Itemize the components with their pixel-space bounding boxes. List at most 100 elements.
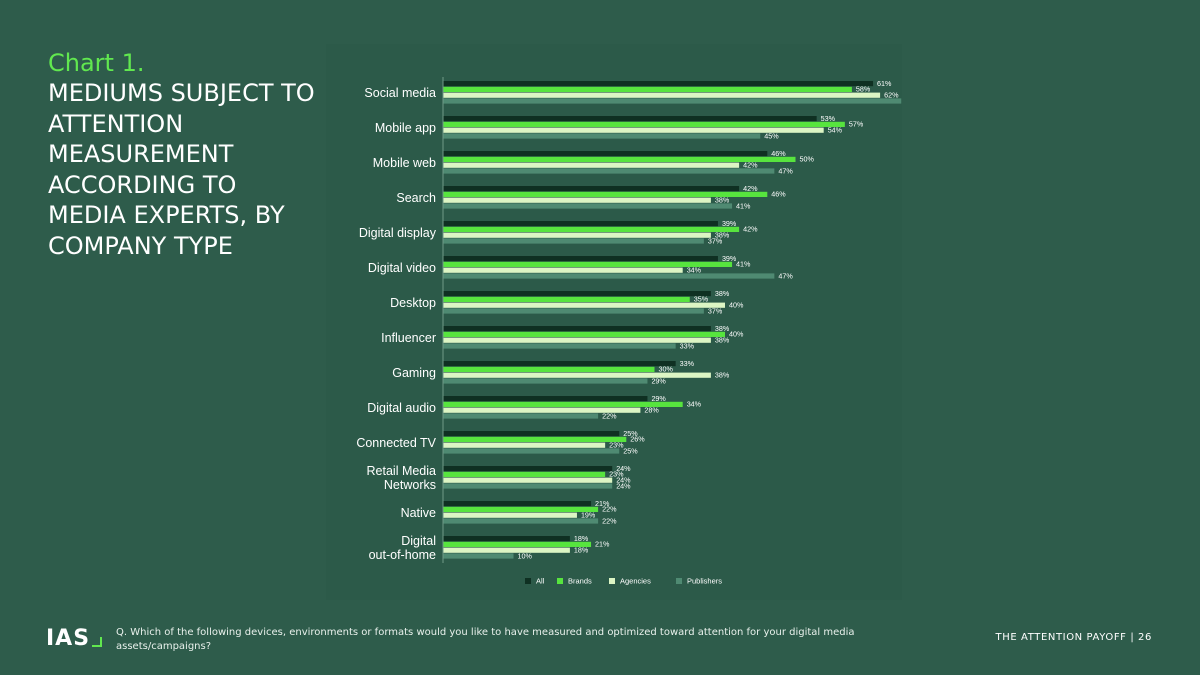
data-label: 19% [581, 511, 596, 520]
category-label: Search [396, 191, 436, 205]
bar [443, 326, 711, 332]
data-label: 37% [708, 306, 723, 315]
bar [443, 121, 845, 127]
bar [443, 483, 613, 489]
ias-logo: IAS [46, 626, 103, 651]
bar [443, 127, 824, 133]
bar [443, 466, 613, 472]
data-label: 10% [518, 551, 533, 560]
bar [443, 168, 775, 174]
bar [443, 238, 704, 244]
bar [443, 518, 599, 524]
bar [443, 448, 620, 454]
bar [443, 536, 570, 542]
category-label: Influencer [381, 331, 436, 345]
category-label: Mobile app [375, 121, 436, 135]
category-label: Digital [401, 534, 436, 548]
bar [443, 296, 690, 302]
data-label: 41% [736, 201, 751, 210]
data-label: 24% [616, 464, 631, 473]
data-label: 40% [729, 301, 744, 310]
data-label: 47% [778, 166, 793, 175]
bar [443, 343, 676, 349]
legend-swatch [676, 578, 682, 584]
bar [443, 471, 606, 477]
data-label: 53% [821, 114, 836, 123]
logo-text: IAS [46, 626, 91, 651]
data-label: 61% [877, 79, 892, 88]
category-label: Digital video [368, 261, 436, 275]
bar [443, 436, 627, 442]
category-label: Gaming [392, 366, 436, 380]
data-label: 21% [595, 499, 610, 508]
bar [443, 401, 683, 407]
legend-label: Brands [568, 577, 592, 586]
logo-mark-icon [92, 637, 103, 647]
category-label: out-of-home [369, 548, 436, 562]
category-label: Digital display [359, 226, 437, 240]
data-label: 29% [651, 376, 666, 385]
data-label: 22% [602, 411, 617, 420]
data-label: 34% [687, 266, 702, 275]
data-label: 22% [602, 505, 617, 514]
chart-number: Chart 1. [48, 49, 145, 77]
data-label: 38% [715, 336, 730, 345]
bar [443, 203, 733, 209]
data-label: 58% [856, 85, 871, 94]
data-label: 35% [694, 295, 709, 304]
data-label: 34% [687, 400, 702, 409]
bar [443, 302, 725, 308]
bar [443, 133, 761, 139]
bar [443, 396, 648, 402]
bar [443, 226, 740, 232]
bar [443, 116, 817, 122]
data-label: 28% [644, 406, 659, 415]
data-label: 21% [595, 540, 610, 549]
data-label: 38% [715, 289, 730, 298]
bar [443, 372, 711, 378]
bar [443, 506, 599, 512]
bar [443, 81, 874, 87]
data-label: 29% [651, 394, 666, 403]
data-label: 38% [715, 324, 730, 333]
data-label: 57% [849, 120, 864, 129]
bar [443, 501, 592, 507]
bar [443, 191, 768, 197]
data-label: 54% [828, 126, 843, 135]
data-label: 23% [609, 470, 624, 479]
bar [443, 156, 796, 162]
category-label: Connected TV [356, 436, 436, 450]
page-footer: THE ATTENTION PAYOFF | 26 [996, 632, 1152, 643]
bar [443, 308, 704, 314]
bar [443, 541, 592, 547]
data-label: 38% [715, 371, 730, 380]
data-label: 33% [680, 359, 695, 368]
bar [443, 267, 683, 273]
chart-title: MEDIUMS SUBJECT TO ATTENTION MEASUREMENT… [48, 79, 315, 260]
data-label: 62% [884, 91, 899, 100]
bar [443, 442, 606, 448]
data-label: 38% [715, 231, 730, 240]
data-label: 39% [722, 219, 737, 228]
survey-question: Q. Which of the following devices, envir… [116, 627, 855, 652]
category-label: Mobile web [373, 156, 436, 170]
bar [443, 261, 733, 267]
bar [443, 331, 725, 337]
bar [443, 291, 711, 297]
category-label: Retail Media [367, 464, 437, 478]
bar [443, 186, 740, 192]
data-label: 22% [602, 516, 617, 525]
bar [443, 337, 711, 343]
data-label: 46% [771, 190, 786, 199]
data-label: 47% [778, 271, 793, 280]
bar [443, 86, 852, 92]
bar [443, 553, 514, 559]
data-label: 26% [630, 435, 645, 444]
data-label: 42% [743, 161, 758, 170]
data-label: 24% [616, 476, 631, 485]
report-name: THE ATTENTION PAYOFF [995, 632, 1127, 643]
bar [443, 413, 599, 419]
title-block: Chart 1. MEDIUMS SUBJECT TO ATTENTION ME… [48, 48, 318, 261]
category-label: Native [401, 506, 436, 520]
